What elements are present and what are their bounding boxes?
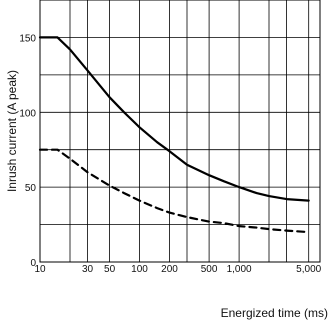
series-line-solid: [40, 37, 309, 200]
x-tick-label: 500: [201, 264, 218, 275]
plot-frame: [40, 0, 320, 262]
y-tick-label: 50: [25, 183, 37, 194]
x-tick-label: 50: [104, 264, 116, 275]
x-tick-label: 100: [131, 264, 148, 275]
x-tick-label: 5,000: [296, 264, 321, 275]
x-tick-label: 1,000: [227, 264, 252, 275]
grid-layer: [40, 0, 320, 262]
series-layer: [40, 37, 309, 232]
y-tick-label: 100: [19, 108, 36, 119]
y-tick-label: 0: [30, 258, 36, 269]
x-tick-label: 200: [161, 264, 178, 275]
x-axis-label: Energized time (ms): [221, 306, 328, 320]
y-tick-label: 150: [19, 33, 36, 44]
x-tick-label: 10: [34, 264, 46, 275]
y-axis-label: Inrush current (A peak): [5, 70, 19, 192]
x-tick-label: 30: [82, 264, 94, 275]
series-line-dashed: [40, 150, 309, 232]
